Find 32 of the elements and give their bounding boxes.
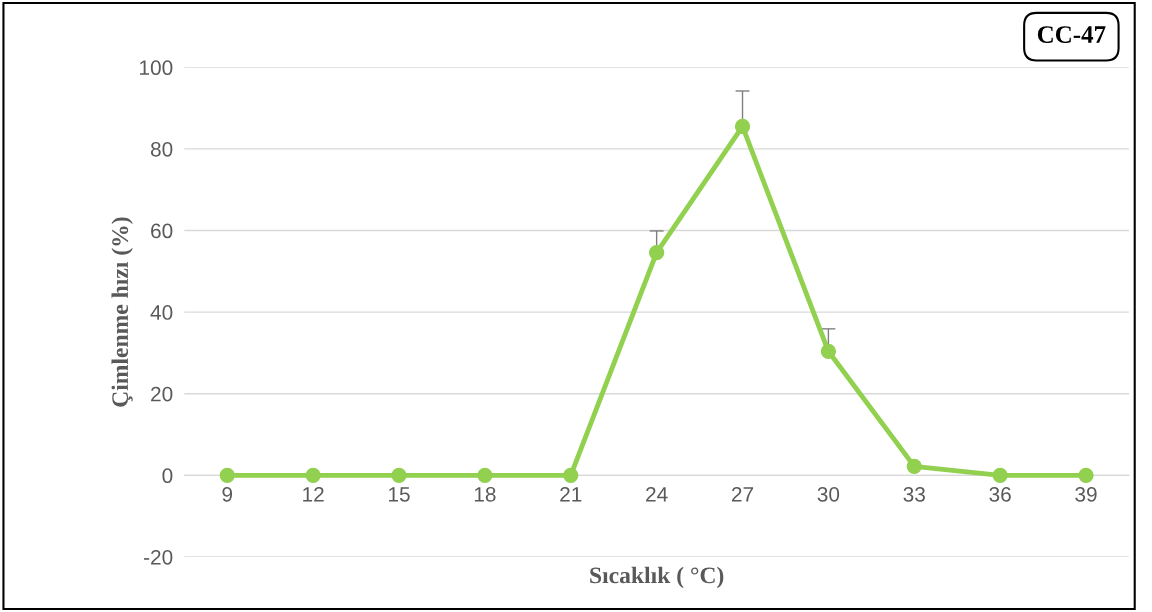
x-tick-label: 21: [560, 486, 582, 502]
x-axis-title: Sıcaklık ( °C): [590, 566, 724, 589]
x-tick-label: 30: [817, 486, 840, 502]
x-tick-label: 15: [389, 487, 410, 502]
y-tick-label: 80: [150, 141, 173, 157]
point: [820, 343, 837, 359]
x-tick-label: 18: [474, 486, 496, 502]
y-tick-label: 20: [151, 386, 173, 402]
text: CC-47: [1037, 26, 1106, 43]
point: [219, 467, 235, 483]
point: [305, 467, 321, 483]
x-tick-label: 36: [989, 486, 1011, 502]
point: [1078, 467, 1094, 483]
x-tick-label: 27: [731, 486, 754, 502]
point: [391, 467, 407, 483]
x-tick-label: 39: [1075, 486, 1097, 502]
y-tick-label: 100: [140, 60, 173, 76]
y-tick-label: 60: [151, 223, 173, 239]
y-tick-label: 0: [162, 468, 173, 484]
x-tick-label: 9: [222, 486, 233, 502]
y-tick-label: -20: [144, 549, 173, 565]
point: [477, 467, 493, 483]
x-tick-label: 12: [303, 486, 324, 502]
point: [992, 467, 1008, 483]
point: [906, 458, 922, 474]
y-axis-title: Çimlenme hızı (%): [111, 217, 133, 407]
x-tick-label: 24: [646, 486, 668, 502]
point: [649, 244, 665, 261]
y-tick-label: 40: [150, 305, 173, 320]
point: [563, 467, 579, 483]
point: [734, 118, 751, 135]
x-tick-label: 33: [903, 486, 925, 502]
